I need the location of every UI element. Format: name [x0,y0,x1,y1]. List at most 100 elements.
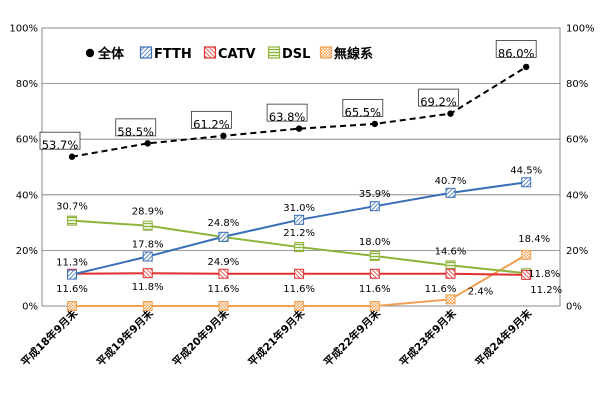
data-point-CATV [142,268,153,279]
legend-label: DSL [282,47,310,62]
data-label-DSL: 24.8% [208,218,240,229]
legend-label: CATV [218,47,256,62]
data-point-無線系 [218,301,229,311]
x-category-label: 平成22年9月末 [321,307,383,369]
x-category-label: 平成19年9月末 [94,307,156,369]
legend: 全体 FTTH CATV DSL 無線系 [85,46,373,62]
data-point-all [68,153,76,160]
y-tick-label-right: 40% [566,190,588,201]
data-point-FTTH [521,177,532,188]
data-label-box [115,118,157,137]
y-tick-label-right: 80% [566,79,588,90]
data-label-CATV: 11.2% [530,285,562,296]
legend-marker [319,46,333,59]
data-point-FTTH [218,231,229,242]
data-label-all: 86.0% [498,46,535,60]
data-point-all [295,125,303,132]
y-tick-label-left: 20% [16,246,38,257]
data-label-box [342,99,384,117]
data-label-FTTH: 11.3% [56,258,88,269]
y-tick-label-right: 20% [566,246,588,257]
data-label-all: 65.5% [345,105,382,119]
y-tick-label-left: 0% [22,302,38,313]
data-label-DSL: 28.9% [132,207,164,218]
data-label-DSL: 11.8% [528,269,560,280]
data-point-all [523,63,530,71]
data-point-CATV [218,268,229,279]
data-point-DSL [369,250,380,261]
data-label-FTTH: 35.9% [359,189,391,200]
data-label-box [39,131,81,150]
data-label-FTTH: 17.8% [132,240,164,251]
plot-frame [41,27,561,307]
x-category-label: 平成24年9月末 [473,307,535,369]
data-point-FTTH [369,201,380,212]
y-tick-label-left: 80% [16,79,38,90]
data-point-無線系 [445,294,456,305]
data-point-FTTH [445,187,456,198]
data-point-DSL [445,260,456,271]
data-label-CATV: 11.6% [425,284,457,295]
data-point-無線系 [142,301,153,311]
y-tick-label-left: 100% [9,24,38,35]
legend-label: 全体 [97,46,125,62]
data-point-FTTH [294,214,305,225]
data-point-all [144,140,151,147]
x-category-label: 平成20年9月末 [170,307,232,369]
data-point-all [447,110,454,117]
y-tick-label-right: 60% [566,135,588,146]
x-category-label: 平成18年9月末 [18,307,80,369]
x-category-label: 平成23年9月末 [397,307,459,369]
legend-marker [85,48,95,58]
legend-label: FTTH [154,47,192,62]
data-label-box [495,40,537,58]
data-label-無線系: 2.4% [468,286,493,297]
data-point-CATV [521,269,532,280]
data-label-CATV: 11.6% [56,284,88,295]
y-tick-label-left: 60% [16,135,38,146]
data-point-DSL [67,215,77,226]
data-label-all: 63.8% [269,110,306,124]
data-label-CATV: 11.8% [132,282,164,293]
data-point-CATV [294,268,305,279]
data-label-DSL: 14.6% [435,246,467,257]
data-label-all: 61.2% [193,117,230,131]
data-point-CATV [369,268,380,279]
legend-marker [267,46,281,59]
data-label-FTTH: 31.0% [283,203,315,214]
data-point-DSL [142,220,153,231]
data-point-FTTH [142,251,153,262]
data-point-無線系 [521,249,532,260]
data-label-FTTH: 44.5% [510,165,542,176]
data-label-DSL: 21.2% [283,228,315,239]
legend-label: 無線系 [334,46,373,62]
data-label-CATV: 11.6% [359,284,391,295]
data-point-無線系 [294,301,305,311]
y-tick-label-right: 100% [566,24,595,35]
data-label-box [190,110,232,129]
data-label-DSL: 18.0% [359,237,391,248]
y-tick-label-right: 0% [566,302,582,313]
x-category-label: 平成21年9月末 [245,307,307,369]
y-tick-label-left: 40% [16,190,38,201]
data-point-DSL [294,242,305,253]
data-label-CATV: 11.6% [283,284,315,295]
data-label-CATV: 11.6% [208,284,240,295]
data-label-無線系: 18.4% [518,234,550,245]
data-label-FTTH: 40.7% [435,176,467,187]
data-label-all: 58.5% [117,125,154,139]
data-point-CATV [445,268,456,279]
data-label-all: 69.2% [420,95,457,109]
data-point-all [220,132,227,140]
data-label-FTTH: 24.9% [208,257,240,268]
data-point-無線系 [369,301,380,311]
data-label-DSL: 30.7% [56,202,88,213]
data-label-box [418,88,459,107]
plot-area: 0% 0% 20% 20% 40% 40% 60% 60% 80% 80% 100% 100% 平成18… [9,24,594,369]
series-line-musen [72,253,527,307]
legend-marker [139,46,153,59]
data-point-FTTH [67,269,77,280]
data-label-all: 53.7% [42,138,79,152]
data-label-box [266,103,308,122]
